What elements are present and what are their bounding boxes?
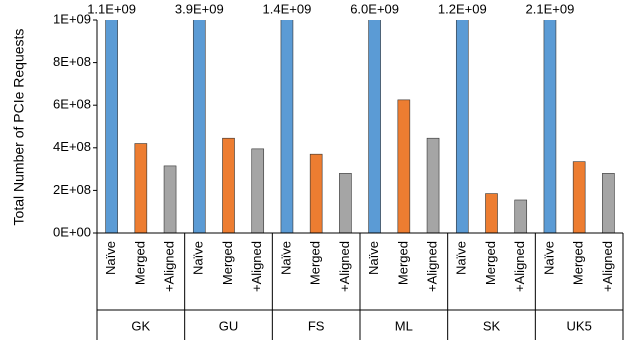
y-tick-label: 4E+08	[53, 139, 91, 154]
bar-sublabel: Merged	[132, 241, 147, 285]
bar-sublabel: Merged	[308, 241, 323, 285]
bar-sublabel: Naïve	[366, 241, 381, 275]
bar-sublabel: +Aligned	[161, 241, 176, 292]
bar	[163, 165, 177, 234]
bar-sublabel: Merged	[571, 241, 586, 285]
bar	[543, 20, 557, 234]
y-tick-label: 6E+08	[53, 97, 91, 112]
value-label: 1.4E+09	[263, 1, 312, 16]
group-label: GK	[131, 318, 150, 333]
y-tick-label: 0E+00	[53, 224, 91, 239]
bar	[455, 20, 469, 234]
bar	[397, 99, 411, 234]
bar	[602, 173, 615, 234]
plot-area	[105, 20, 615, 234]
bar	[192, 20, 206, 234]
group-label: GU	[219, 318, 239, 333]
bar	[514, 199, 528, 234]
value-label: 2.1E+09	[526, 1, 575, 16]
bar-sublabel: +Aligned	[424, 241, 439, 292]
group-label: UK5	[567, 318, 592, 333]
bar	[485, 193, 498, 234]
bar	[134, 143, 148, 234]
y-tick-label: 1E+09	[53, 11, 91, 26]
bar-sublabel: Naïve	[103, 241, 118, 275]
bar-sublabel: Naïve	[541, 241, 556, 275]
bar	[339, 173, 352, 234]
bar-sublabel: Naïve	[454, 241, 469, 275]
value-label: 1.2E+09	[438, 1, 487, 16]
group-label: ML	[395, 318, 413, 333]
bar-sublabel: Merged	[220, 241, 235, 285]
bar-sublabel: +Aligned	[337, 241, 352, 292]
bar	[280, 20, 294, 234]
value-label: 1.1E+09	[87, 1, 136, 16]
bar-sublabel: Merged	[395, 241, 410, 285]
bar-sublabel: +Aligned	[249, 241, 264, 292]
bar	[309, 153, 323, 234]
bar-sublabel: Naïve	[278, 241, 293, 275]
bar-sublabel: +Aligned	[600, 241, 615, 292]
bar	[572, 161, 586, 234]
bar-sublabel: +Aligned	[512, 241, 527, 292]
bar	[105, 20, 118, 234]
value-label: 6.0E+09	[350, 1, 399, 16]
bar	[368, 20, 381, 234]
bar	[251, 148, 265, 234]
y-axis-title: Total Number of PCIe Requests	[11, 29, 27, 226]
bar-sublabel: Naïve	[191, 241, 206, 275]
y-tick-label: 8E+08	[53, 54, 91, 69]
group-label: FS	[308, 318, 325, 333]
bar	[426, 137, 440, 234]
y-tick-label: 2E+08	[53, 182, 91, 197]
bar-sublabel: Merged	[483, 241, 498, 285]
group-label: SK	[483, 318, 501, 333]
value-label: 3.9E+09	[175, 1, 224, 16]
bar	[222, 137, 235, 234]
